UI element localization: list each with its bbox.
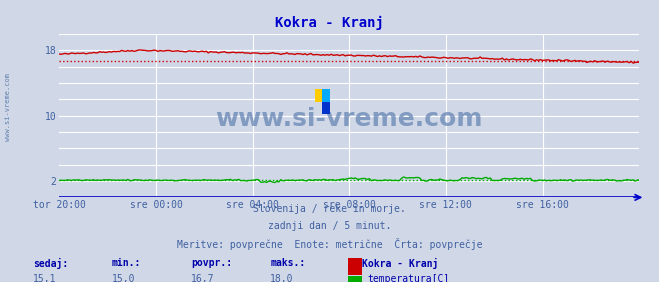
Text: temperatura[C]: temperatura[C] [368, 274, 450, 282]
Text: povpr.:: povpr.: [191, 258, 232, 268]
Text: 18,0: 18,0 [270, 274, 294, 282]
Text: sedaj:: sedaj: [33, 258, 68, 269]
Text: Slovenija / reke in morje.: Slovenija / reke in morje. [253, 204, 406, 214]
Text: Meritve: povprečne  Enote: metrične  Črta: povprečje: Meritve: povprečne Enote: metrične Črta:… [177, 238, 482, 250]
Bar [322, 89, 330, 102]
Text: min.:: min.: [112, 258, 142, 268]
Text: maks.:: maks.: [270, 258, 305, 268]
Bar [315, 89, 322, 102]
Text: Kokra - Kranj: Kokra - Kranj [275, 16, 384, 30]
Text: 15,1: 15,1 [33, 274, 57, 282]
Text: 16,7: 16,7 [191, 274, 215, 282]
Text: Kokra - Kranj: Kokra - Kranj [362, 258, 439, 269]
Text: zadnji dan / 5 minut.: zadnji dan / 5 minut. [268, 221, 391, 231]
Text: 15,0: 15,0 [112, 274, 136, 282]
Bar [322, 102, 330, 114]
Text: www.si-vreme.com: www.si-vreme.com [215, 107, 483, 131]
Text: www.si-vreme.com: www.si-vreme.com [5, 73, 11, 141]
